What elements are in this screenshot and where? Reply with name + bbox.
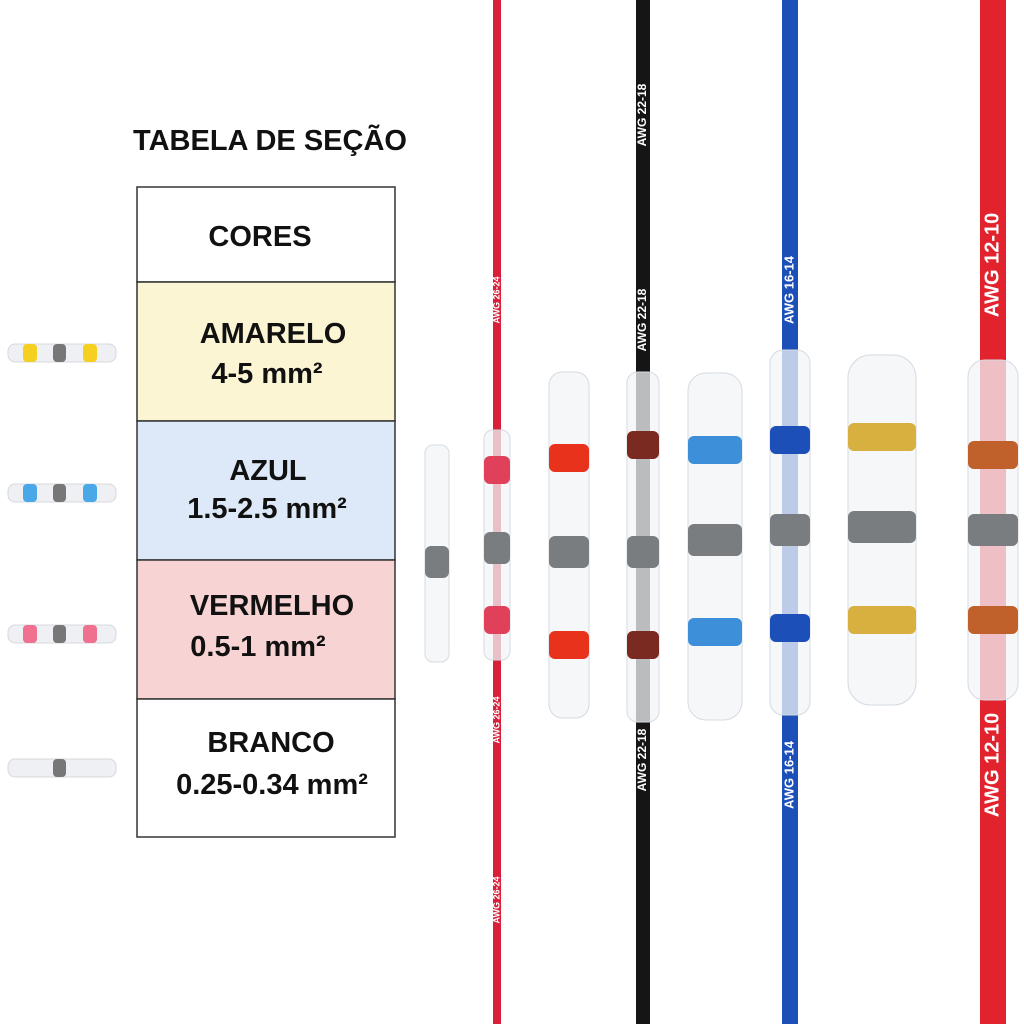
icon-solder — [53, 625, 66, 643]
row-size: 0.25-0.34 mm² — [176, 769, 368, 801]
connector-ring — [627, 631, 659, 659]
icon-solder — [53, 344, 66, 362]
connector-ring — [848, 606, 916, 634]
row-name: AZUL — [229, 455, 306, 487]
row-cell — [136, 559, 396, 700]
connector-ring — [688, 618, 742, 646]
solder-ring — [968, 514, 1018, 546]
connector-ring — [770, 426, 810, 454]
header-cell — [136, 186, 396, 283]
wire-label: AWG 22-18 — [635, 728, 649, 791]
connector-ring — [627, 431, 659, 459]
wire-label: AWG 12-10 — [981, 713, 1003, 817]
icon-ring — [23, 625, 37, 643]
row-size: 4-5 mm² — [211, 358, 323, 390]
row-cell — [136, 698, 396, 838]
row-size: 1.5-2.5 mm² — [187, 493, 347, 525]
icon-solder — [53, 484, 66, 502]
wire-label: AWG 16-14 — [781, 740, 796, 809]
row-name: AMARELO — [200, 318, 347, 350]
connector-ring — [549, 631, 589, 659]
solder-ring — [549, 536, 589, 568]
wire-label: AWG 26-24 — [491, 696, 501, 743]
wire-label: AWG 22-18 — [635, 288, 649, 351]
row-size: 0.5-1 mm² — [190, 631, 326, 663]
solder-ring — [484, 532, 510, 564]
row-cell — [136, 420, 396, 561]
icon-ring — [83, 344, 97, 362]
solder-ring — [688, 524, 742, 556]
icon-ring — [83, 484, 97, 502]
wire-label: AWG 12-10 — [981, 213, 1003, 317]
solder-ring — [425, 546, 449, 578]
connector-ring — [968, 606, 1018, 634]
icon-solder — [53, 759, 66, 777]
row-name: BRANCO — [207, 727, 334, 759]
table — [136, 186, 396, 838]
solder-ring — [770, 514, 810, 546]
table-title: TABELA DE SEÇÃO — [133, 123, 407, 157]
icon-ring — [23, 484, 37, 502]
connector-ring — [770, 614, 810, 642]
wire-label: AWG 16-14 — [781, 255, 796, 324]
solder-ring — [627, 536, 659, 568]
solder-ring — [848, 511, 916, 543]
wire-label: AWG 26-24 — [491, 876, 501, 923]
connector-ring — [484, 606, 510, 634]
connector-ring — [968, 441, 1018, 469]
connector-ring — [848, 423, 916, 451]
row-name: VERMELHO — [190, 590, 354, 622]
table-header: CORES — [208, 221, 311, 253]
connector-ring — [549, 444, 589, 472]
row-cell — [136, 281, 396, 422]
wire-label: AWG 22-18 — [635, 83, 649, 146]
connector-ring — [688, 436, 742, 464]
connectors — [424, 0, 1019, 1024]
icon-ring — [23, 344, 37, 362]
icon-ring — [83, 625, 97, 643]
connector-ring — [484, 456, 510, 484]
wire-label: AWG 26-24 — [491, 276, 501, 323]
